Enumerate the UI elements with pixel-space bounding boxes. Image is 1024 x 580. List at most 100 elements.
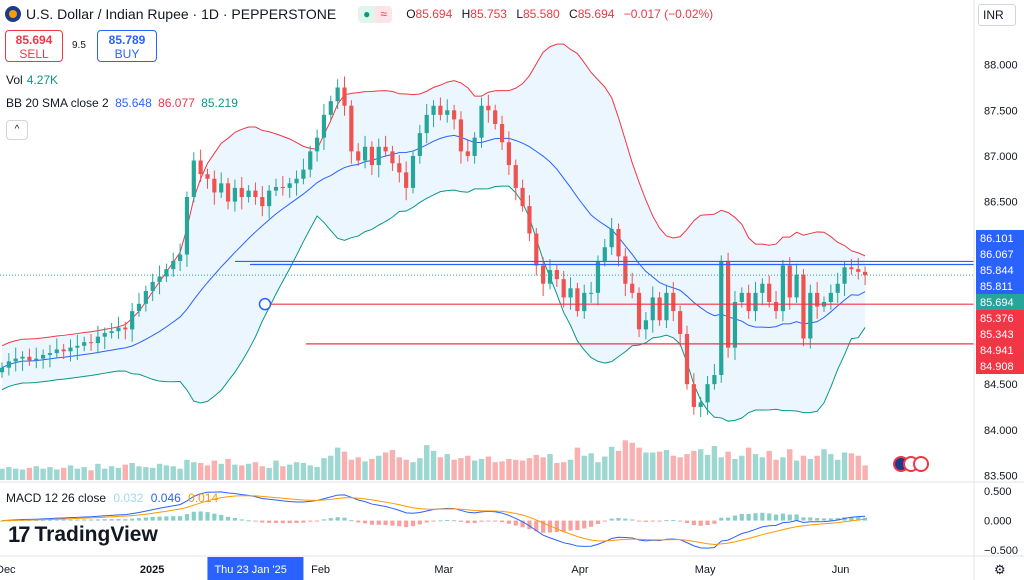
macd-histogram-bar	[0, 520, 5, 522]
volume-bar	[410, 462, 416, 480]
volume-legend[interactable]: Vol 4.27K	[6, 73, 58, 87]
candle-body	[349, 105, 354, 152]
macd-histogram-bar	[650, 520, 655, 522]
ohlc-open-key: O	[406, 7, 416, 21]
macd-histogram-bar	[479, 520, 484, 522]
volume-bar	[348, 459, 355, 480]
tradingview-logo[interactable]: 17 TradingView	[8, 522, 158, 548]
macd-histogram-bar	[547, 520, 553, 533]
candle-body	[705, 384, 710, 403]
macd-histogram-bar	[260, 520, 265, 523]
buy-button[interactable]: 85.789 BUY	[97, 30, 157, 62]
volume-bar	[403, 459, 409, 480]
volume-bar	[218, 463, 224, 480]
candle-body	[486, 105, 491, 111]
bollinger-legend[interactable]: BB 20 SMA close 2 85.648 86.077 85.219	[6, 96, 238, 110]
volume-bar	[6, 467, 12, 480]
macd-histogram-bar	[671, 519, 676, 521]
volume-bar	[232, 464, 238, 480]
volume-bar	[424, 445, 430, 480]
candle-body	[541, 265, 546, 284]
volume-bar	[745, 447, 752, 480]
ray-anchor-handle	[258, 297, 272, 311]
symbol-title[interactable]: U.S. Dollar / Indian Rupee · 1D · PEPPER…	[26, 6, 337, 22]
macd-histogram-bar	[383, 520, 388, 526]
chevron-up-icon: ^	[14, 124, 20, 135]
volume-bar	[807, 458, 813, 480]
volume-bar	[177, 468, 183, 480]
macd-histogram-bar	[835, 518, 840, 521]
macd-histogram-bar	[493, 520, 498, 522]
collapse-legend-button[interactable]: ^	[6, 120, 28, 140]
macd-histogram-bar	[369, 520, 374, 525]
volume-bar	[115, 467, 122, 480]
candle-body	[308, 151, 313, 170]
currency-selector[interactable]: INR	[978, 4, 1016, 26]
macd-histogram-bar	[863, 517, 868, 521]
volume-bar	[615, 450, 622, 480]
data-feed-icon: ≈	[375, 5, 393, 23]
macd-legend[interactable]: MACD 12 26 close 0.032 0.046 0.014	[6, 491, 218, 505]
volume-bar	[451, 459, 457, 480]
candle-body	[191, 160, 196, 198]
volume-bar	[163, 465, 170, 480]
volume-bar	[800, 455, 807, 480]
candle-body	[61, 349, 66, 352]
macd-histogram-bar	[143, 517, 148, 521]
macd-tick-label: −0.500	[984, 545, 1018, 557]
candle-body	[842, 267, 847, 284]
macd-histogram-bar	[301, 520, 306, 523]
candle-body	[95, 336, 100, 344]
candle-body	[212, 178, 217, 193]
sell-button[interactable]: 85.694 SELL	[5, 30, 63, 62]
candle-body	[0, 367, 5, 373]
volume-bar	[321, 458, 327, 480]
macd-histogram-bar	[349, 520, 354, 522]
macd-histogram-bar	[458, 520, 464, 522]
candle-body	[506, 142, 511, 166]
volume-bar	[300, 463, 307, 480]
volume-bar	[47, 467, 53, 480]
macd-histogram-bar	[136, 518, 142, 521]
macd-histogram-bar	[636, 520, 642, 522]
market-status[interactable]: ● ≈	[358, 5, 393, 23]
volume-bar	[793, 460, 800, 480]
macd-histogram-bar	[130, 518, 135, 521]
macd-histogram-bar	[123, 519, 128, 521]
macd-histogram-bar	[82, 519, 87, 521]
macd-histogram-bar	[787, 514, 792, 521]
candle-body	[54, 349, 59, 354]
symbol-header[interactable]: U.S. Dollar / Indian Rupee · 1D · PEPPER…	[5, 4, 719, 24]
volume-bar	[156, 463, 163, 480]
candle-body	[438, 105, 443, 115]
volume-bar	[814, 455, 820, 480]
macd-histogram-bar	[150, 516, 155, 521]
macd-histogram-bar	[506, 520, 511, 524]
macd-histogram-bar	[41, 519, 46, 521]
macd-histogram-bar	[534, 520, 539, 532]
candle-body	[678, 311, 683, 334]
usd-inr-flag-icon	[5, 6, 21, 22]
time-axis-label: May	[695, 564, 716, 576]
gear-icon[interactable]: ⚙	[994, 562, 1006, 577]
ohlc-low-key: L	[516, 7, 523, 21]
time-axis-label: Dec	[0, 564, 16, 576]
macd-line-value: 0.046	[150, 491, 181, 505]
volume-bar	[382, 452, 389, 480]
volume-bar	[252, 462, 259, 480]
macd-histogram-bar	[589, 520, 594, 527]
candle-body	[150, 281, 155, 292]
candle-body	[712, 375, 717, 385]
macd-histogram-bar	[623, 518, 628, 521]
macd-histogram-bar	[465, 520, 470, 524]
candle-body	[321, 114, 327, 138]
economic-events-icon[interactable]	[893, 456, 929, 472]
price-axis-badge-label: 84.941	[980, 345, 1014, 357]
macd-histogram-bar	[47, 519, 53, 521]
candle-body	[650, 297, 655, 321]
time-axis-label: Apr	[571, 564, 588, 576]
volume-bar	[698, 449, 704, 480]
macd-histogram-bar	[157, 516, 162, 521]
volume-bar	[787, 449, 793, 480]
